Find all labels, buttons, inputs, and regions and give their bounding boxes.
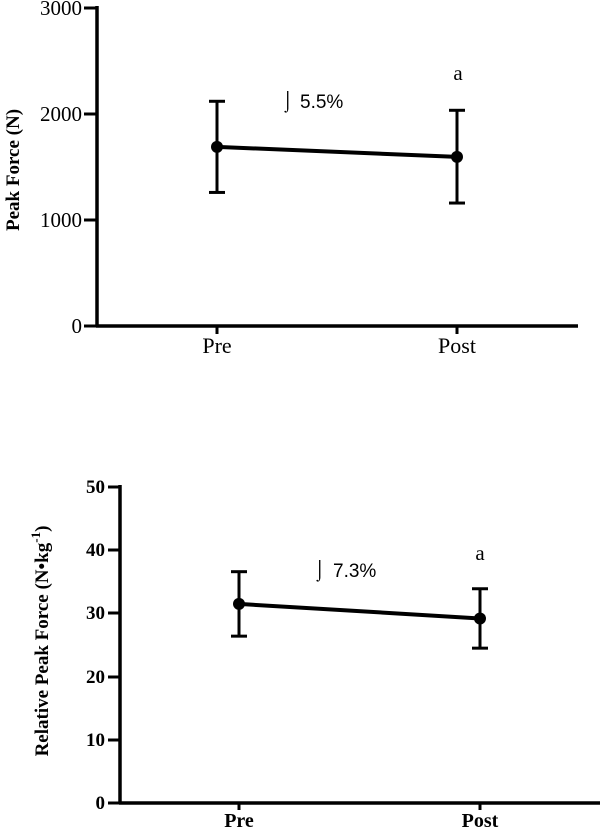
y-axis-title-superscript: -1 <box>28 532 43 543</box>
y-tick-label: 30 <box>86 603 105 624</box>
series-line <box>238 601 481 621</box>
y-ticks <box>108 485 120 805</box>
y-tick-label: 2000 <box>40 102 82 126</box>
x-tick-label-post: Post <box>462 810 499 830</box>
data-point-pre <box>233 597 245 610</box>
y-tick-label: 50 <box>86 477 105 498</box>
y-tick-labels: 0 10 20 30 40 50 <box>86 477 105 814</box>
y-tick-label: 20 <box>86 667 105 688</box>
y-tick-label: 10 <box>86 730 105 751</box>
significance-marker: a <box>475 541 485 565</box>
x-ticks <box>215 326 459 334</box>
change-annotation: 5.5% <box>300 92 343 113</box>
chart-peak-force: Peak Force (N) 0 1000 2000 3000 Pre Post <box>3 0 578 358</box>
y-axis-title: Relative Peak Force (N•kg-1) <box>28 526 53 757</box>
y-tick-label: 0 <box>96 793 106 814</box>
change-glyph: ⌡ <box>282 91 293 113</box>
x-tick-label-pre: Pre <box>224 810 254 830</box>
y-ticks <box>84 6 97 328</box>
x-tick-label-post: Post <box>438 333 476 358</box>
y-tick-label: 40 <box>86 540 105 561</box>
series-line <box>216 144 458 159</box>
data-point-post <box>451 150 463 163</box>
x-ticks <box>237 803 482 810</box>
change-glyph: ⌡ <box>314 560 325 582</box>
y-axis-title-main: Relative Peak Force (N•kg <box>32 542 53 756</box>
change-annotation: 7.3% <box>333 561 376 582</box>
chart-relative-peak-force: Relative Peak Force (N•kg-1) 0 10 20 30 … <box>28 477 600 830</box>
data-point-post <box>474 612 486 625</box>
y-tick-labels: 0 1000 2000 3000 <box>40 0 82 338</box>
x-tick-label-pre: Pre <box>202 333 231 358</box>
data-point-pre <box>211 140 223 153</box>
y-axis-title: Peak Force (N) <box>3 109 24 231</box>
y-axis-title-close: ) <box>32 526 53 532</box>
y-tick-label: 0 <box>72 314 83 338</box>
significance-marker: a <box>453 61 463 85</box>
y-tick-label: 3000 <box>40 0 82 20</box>
y-tick-label: 1000 <box>40 208 82 232</box>
